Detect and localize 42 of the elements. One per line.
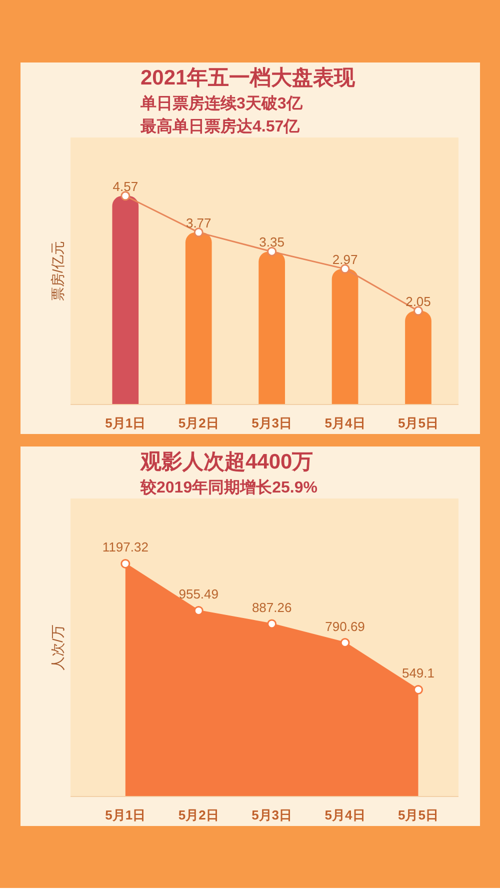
point [267,246,277,256]
chart-subtitle: 较2019年同期增长25.9% [140,478,318,496]
data-label: 549.1 [402,666,435,681]
data-label: 790.69 [325,618,365,634]
point [340,264,350,274]
data-label: 2.97 [332,252,358,267]
data-label: 1197.32 [102,540,148,555]
x-tick-label: 5月1日 [105,808,146,822]
data-label: 4.57 [112,178,138,194]
x-tick-label: 5月2日 [178,808,219,822]
chart-title: 2021年五一档大盘表现 [140,66,356,90]
data-label: 3.77 [186,215,212,230]
x-tick-label: 5月3日 [252,808,292,822]
chart-subtitle: 单日票房连续3天破3亿 [140,94,304,112]
x-tick-label: 5月2日 [178,416,219,430]
bar [112,196,139,404]
x-tick-label: 5月5日 [398,808,438,822]
x-tick-label: 5月1日 [105,416,146,430]
bar [332,268,358,404]
point [120,191,130,201]
x-tick-label: 5月3日 [252,416,292,430]
x-tick-label: 5月5日 [398,416,438,430]
data-label: 3.35 [259,234,284,250]
point [340,638,350,648]
bar [258,252,285,404]
data-label: 887.26 [252,600,292,615]
text: 最高单日票房达4.57亿 [140,116,301,136]
data-label: 955.49 [178,586,218,602]
point [194,228,204,238]
y-axis-title: 人次/万 [50,624,66,670]
chart-title: 观影人次超4400万 [140,450,314,474]
x-tick-label: 5月4日 [324,416,366,430]
point [194,606,204,616]
point [120,558,130,568]
point [267,619,277,629]
x-tick-label: 5月4日 [324,808,366,822]
bar [185,232,212,404]
y-axis-title: 票房/亿元 [50,241,66,301]
bar [405,310,432,404]
point [413,306,423,316]
data-label: 2.05 [406,294,431,309]
point [413,684,423,694]
